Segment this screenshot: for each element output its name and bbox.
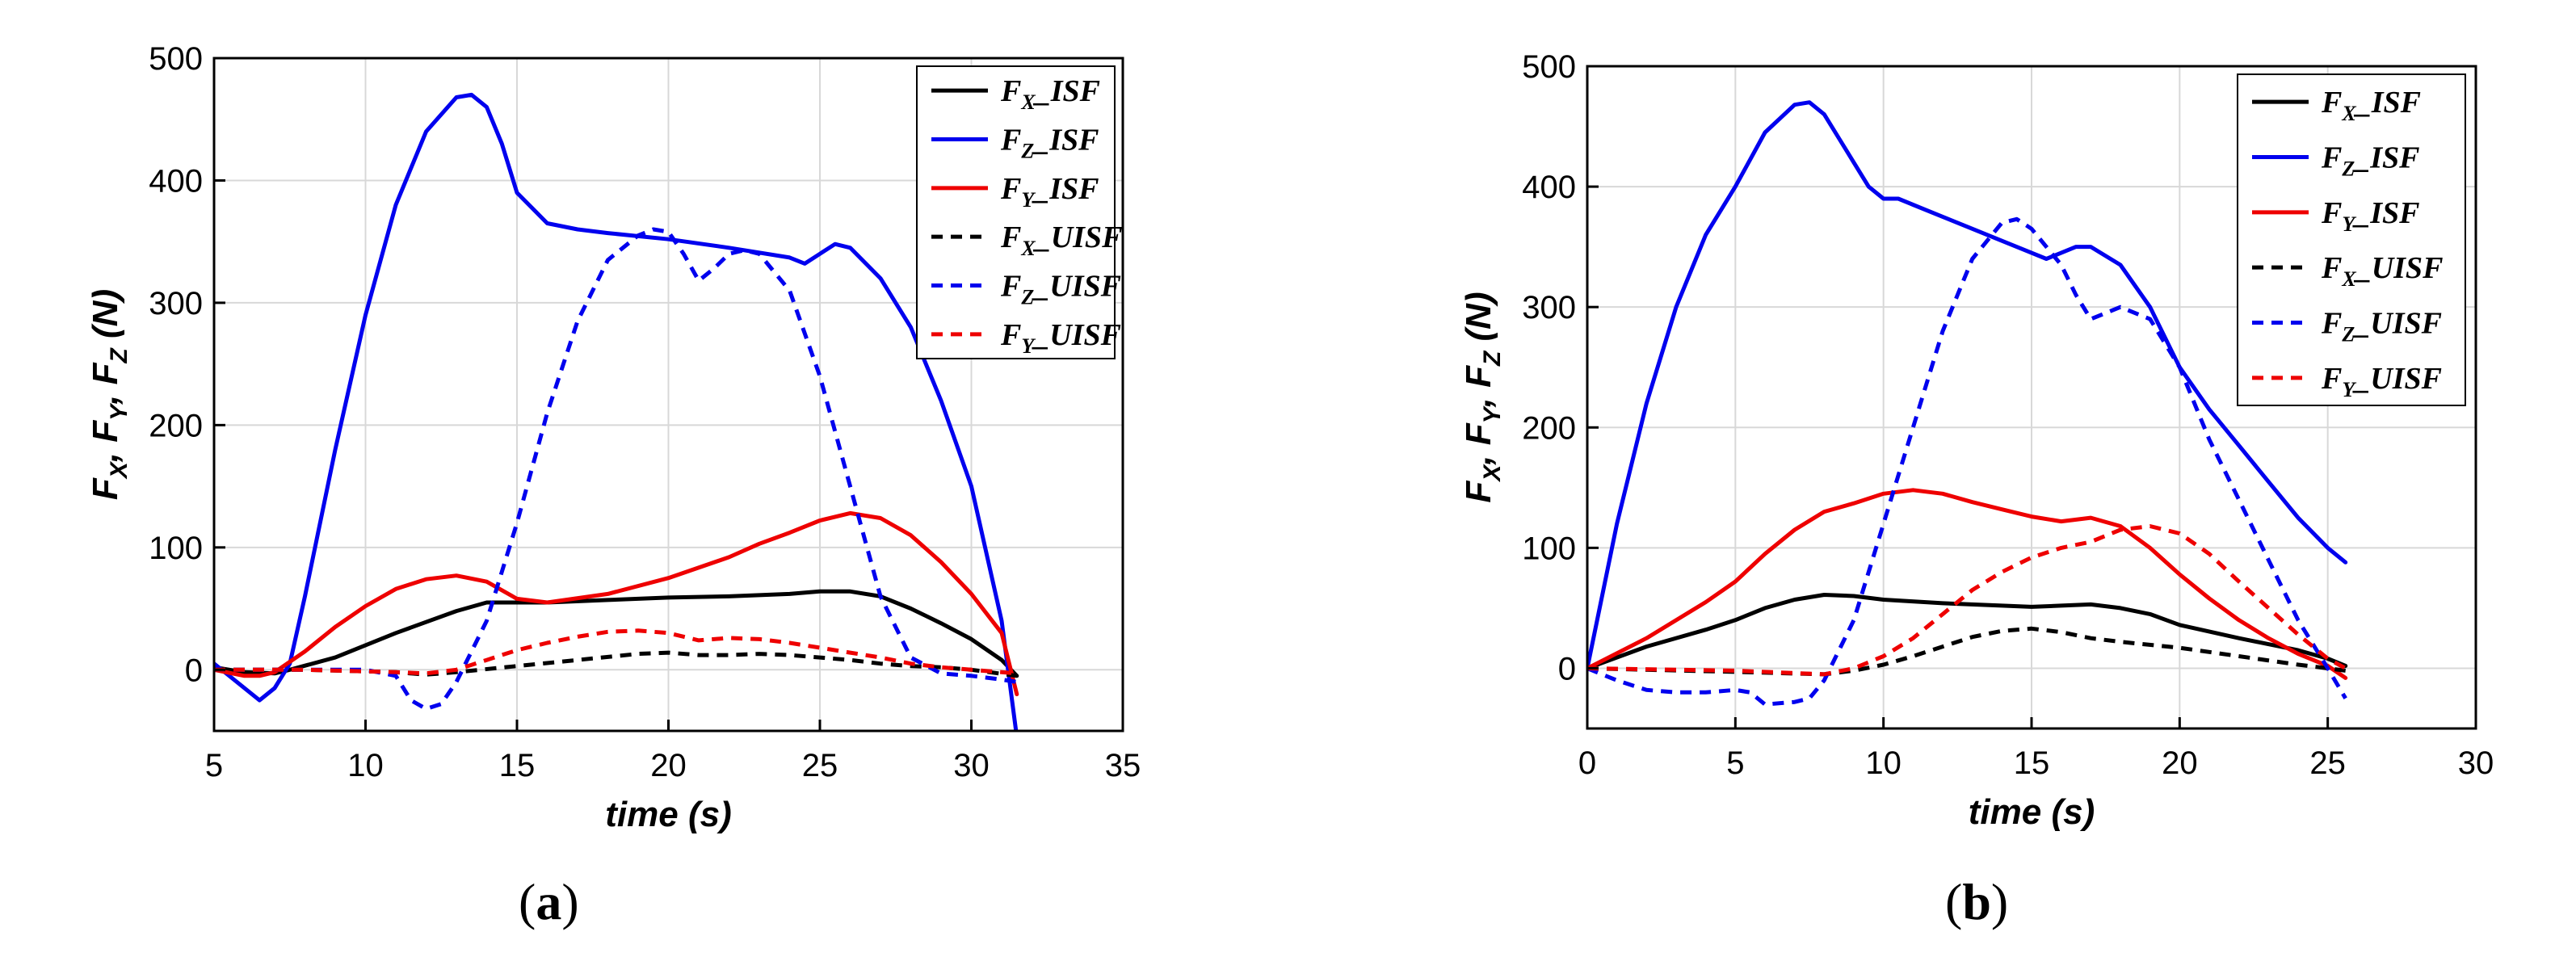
series-line-Fz_UISF bbox=[1587, 216, 2347, 707]
y-tick-label: 0 bbox=[1558, 651, 1576, 686]
x-tick-label: 20 bbox=[650, 748, 687, 783]
legend-label: FX_ISF bbox=[1000, 74, 1100, 114]
series-line-Fy_ISF bbox=[214, 510, 1019, 697]
chart-a: 5 10 15 20 25 30 35 0 100 200 300 400 500 time (s) FX,… bbox=[86, 41, 1141, 834]
series-line-Fz_UISF bbox=[214, 227, 1018, 712]
ticks: 5 10 15 20 25 30 35 0 100 200 300 400 500 bbox=[149, 41, 1141, 783]
legend-label: FX_UISF bbox=[2321, 251, 2443, 291]
legend-label: FZ_ISF bbox=[1000, 124, 1099, 163]
series-line-Fy_ISF bbox=[1587, 488, 2348, 680]
x-tick-label: 5 bbox=[1726, 745, 1744, 781]
x-axis-label: time (s) bbox=[1969, 792, 2095, 832]
x-tick-label: 35 bbox=[1105, 748, 1141, 783]
caption-b: (b) bbox=[1945, 873, 2009, 930]
y-tick-label: 300 bbox=[1522, 290, 1576, 325]
x-tick-label: 30 bbox=[2458, 745, 2494, 781]
y-tick-label: 500 bbox=[149, 41, 203, 77]
series-line-Fx_ISF bbox=[214, 589, 1019, 678]
series-line-Fx_ISF bbox=[1587, 593, 2348, 670]
x-tick-label: 10 bbox=[1865, 745, 1902, 781]
x-tick-label: 10 bbox=[347, 748, 384, 783]
series-group bbox=[214, 92, 1019, 731]
legend-label: FX_UISF bbox=[1000, 220, 1122, 260]
legend-label: FZ_UISF bbox=[2321, 307, 2442, 346]
x-axis-label: time (s) bbox=[605, 795, 731, 834]
legend-label: FY_UISF bbox=[1000, 318, 1121, 358]
legend: FX_ISF FZ_ISF FY_ISF FX_UISF FZ_UISF FY_UISF bbox=[2237, 73, 2466, 406]
x-tick-label: 15 bbox=[2014, 745, 2050, 781]
series-line-Fz_ISF bbox=[1587, 100, 2348, 670]
y-tick-label: 100 bbox=[1522, 531, 1576, 566]
legend-label: FY_UISF bbox=[2321, 362, 2442, 401]
legend: FX_ISF FZ_ISF FY_ISF FX_UISF FZ_UISF FY_UISF bbox=[916, 65, 1122, 359]
legend-box bbox=[2237, 73, 2466, 406]
series-line-Fy_UISF bbox=[1587, 524, 2347, 677]
y-tick-label: 300 bbox=[149, 286, 203, 321]
y-tick-label: 400 bbox=[149, 163, 203, 199]
series-line-Fy_UISF bbox=[214, 628, 1017, 676]
x-tick-label: 30 bbox=[953, 748, 990, 783]
series-group bbox=[1587, 100, 2348, 707]
legend-label: FZ_UISF bbox=[1000, 270, 1121, 309]
legend-label: FX_ISF bbox=[2321, 86, 2421, 125]
legend-box bbox=[916, 65, 1116, 359]
x-tick-label: 25 bbox=[802, 748, 838, 783]
panel-b: 0 5 10 15 20 25 30 0 100 200 300 400 500 time (s) FX, … bbox=[1309, 0, 2569, 974]
series-line-Fz_ISF bbox=[214, 92, 1019, 731]
x-tick-label: 25 bbox=[2309, 745, 2346, 781]
x-tick-label: 15 bbox=[499, 748, 536, 783]
panel-a: 5 10 15 20 25 30 35 0 100 200 300 400 500 time (s) FX,… bbox=[0, 0, 1212, 974]
legend-label: FZ_ISF bbox=[2321, 141, 2420, 181]
y-tick-label: 200 bbox=[149, 408, 203, 443]
caption-a: (a) bbox=[519, 873, 579, 930]
x-tick-label: 0 bbox=[1578, 745, 1596, 781]
y-tick-label: 0 bbox=[185, 653, 203, 688]
x-tick-label: 5 bbox=[205, 748, 223, 783]
legend-label: FY_ISF bbox=[2321, 196, 2420, 236]
y-axis-label: FX, FY, FZ (N) bbox=[1459, 292, 1506, 502]
y-tick-label: 100 bbox=[149, 531, 203, 566]
y-tick-label: 500 bbox=[1522, 49, 1576, 85]
x-tick-label: 20 bbox=[2162, 745, 2198, 781]
y-tick-label: 400 bbox=[1522, 170, 1576, 205]
y-axis-label: FX, FY, FZ (N) bbox=[86, 289, 132, 500]
y-tick-label: 200 bbox=[1522, 410, 1576, 446]
legend-label: FY_ISF bbox=[1000, 172, 1099, 212]
